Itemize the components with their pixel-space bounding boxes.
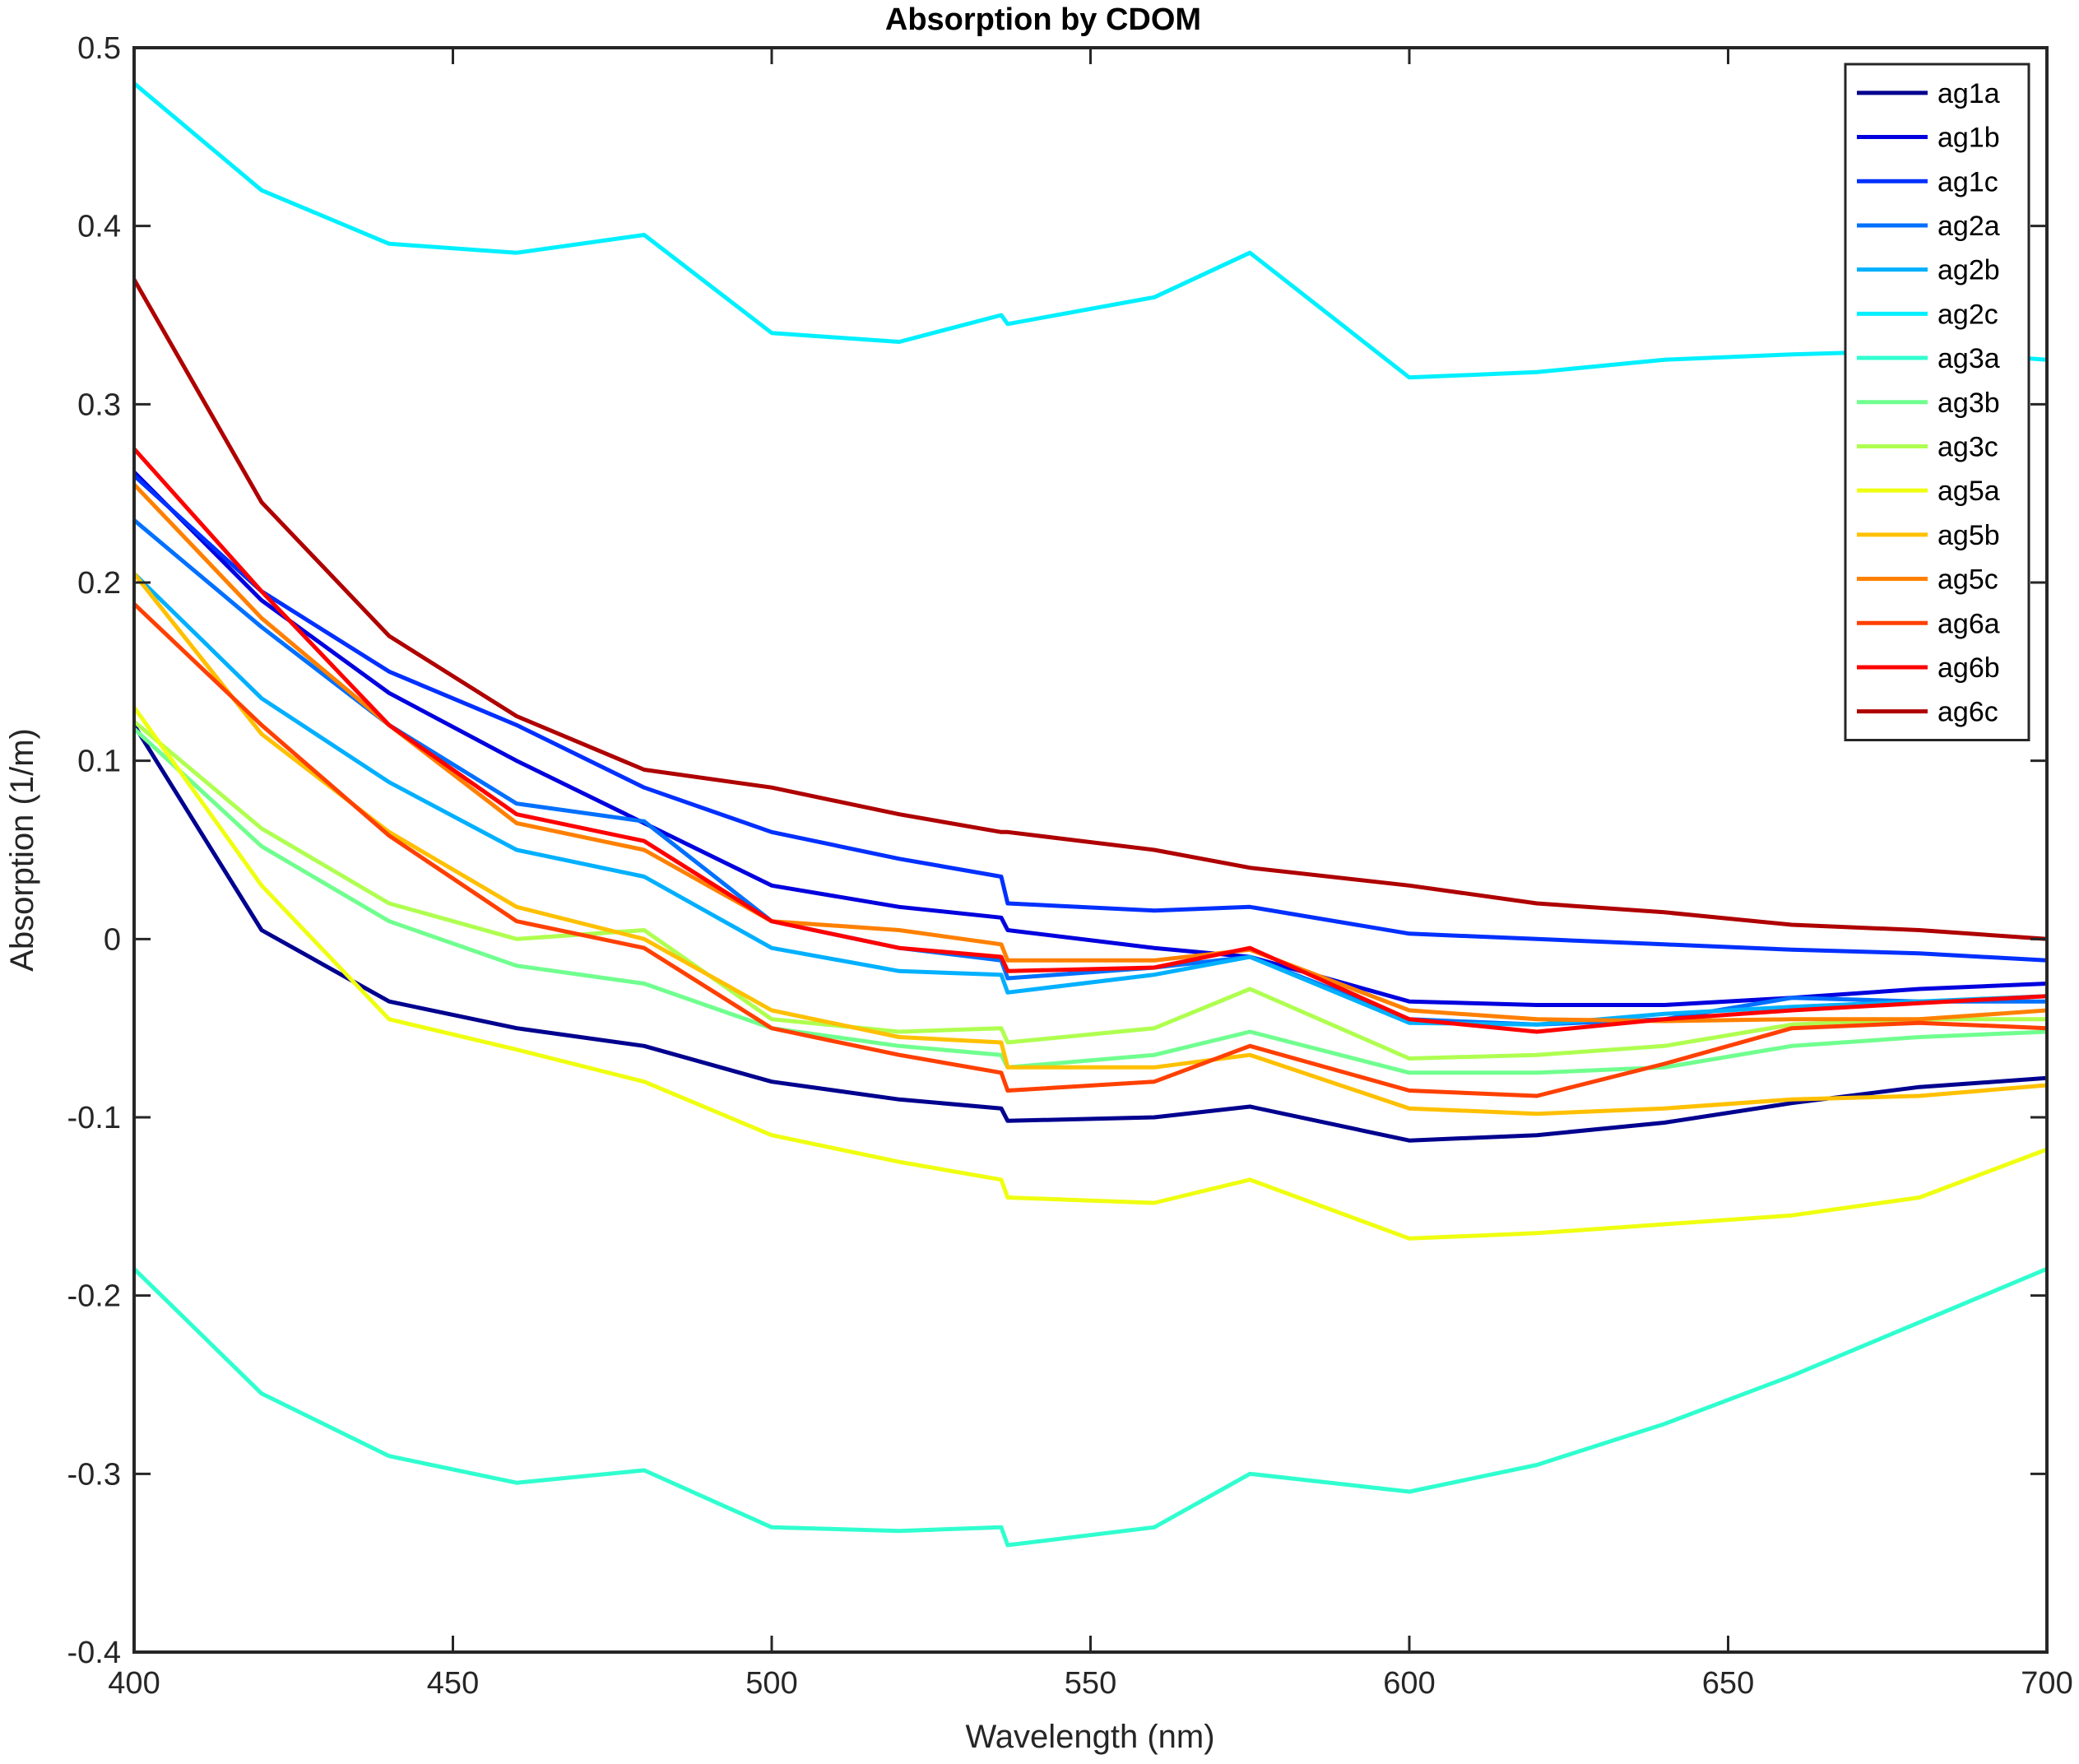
y-tick-label: 0.2: [77, 566, 121, 601]
legend-label-ag5a: ag5a: [1937, 476, 2000, 507]
series-line-ag6b: [132, 447, 2048, 1034]
legend-label-ag3b: ag3b: [1937, 388, 2000, 419]
legend-label-ag1b: ag1b: [1937, 123, 2000, 154]
x-tick-label: 550: [1065, 1666, 1116, 1701]
series-line-ag1a: [132, 723, 2048, 1143]
legend-label-ag2b: ag2b: [1937, 255, 2000, 286]
y-axis-ticks: -0.4 -0.3 -0.2 -0.1 0 0.1 0.2 0.3 0.4 0.5: [67, 31, 2047, 1670]
series-line-ag3a: [132, 1266, 2048, 1548]
y-tick-label: -0.4: [67, 1636, 121, 1670]
x-tick-label: 400: [108, 1666, 160, 1701]
legend-label-ag5c: ag5c: [1937, 564, 1998, 596]
x-axis-label: Wavelength (nm): [965, 1719, 1214, 1755]
legend-label-ag1c: ag1c: [1937, 166, 1998, 197]
y-tick-label: 0.3: [77, 388, 121, 422]
x-tick-label: 600: [1383, 1666, 1435, 1701]
legend-label-ag6c: ag6c: [1937, 697, 1998, 728]
x-axis-ticks: 400 450 500 550 600 650 700: [108, 48, 2073, 1701]
series-line-ag6c: [132, 278, 2048, 941]
series-line-ag5c: [132, 483, 2048, 1024]
series-line-ag2b: [132, 572, 2048, 1027]
legend-label-ag2a: ag2a: [1937, 211, 2000, 242]
plot-lines: [132, 81, 2048, 1548]
x-tick-label: 650: [1702, 1666, 1754, 1701]
y-tick-label: -0.3: [67, 1457, 121, 1492]
series-line-ag2c: [132, 81, 2048, 380]
legend-label-ag1a: ag1a: [1937, 78, 2000, 109]
x-tick-label: 500: [745, 1666, 797, 1701]
y-axis-label: Absorption (1/m): [4, 728, 40, 972]
chart-title: Absorption by CDOM: [885, 2, 1201, 37]
legend-label-ag2c: ag2c: [1937, 299, 1998, 330]
y-tick-label: -0.2: [67, 1279, 121, 1314]
x-tick-label: 450: [427, 1666, 479, 1701]
x-tick-label: 700: [2021, 1666, 2072, 1701]
series-line-ag1c: [132, 474, 2048, 963]
series-line-ag5b: [132, 572, 2048, 1116]
y-tick-label: 0: [104, 922, 121, 957]
legend-label-ag3a: ag3a: [1937, 343, 2000, 374]
series-line-ag3c: [132, 720, 2047, 1061]
y-tick-label: 0.5: [77, 31, 121, 66]
legend-label-ag3c: ag3c: [1937, 431, 1998, 462]
y-tick-label: 0.1: [77, 745, 121, 779]
legend-label-ag6b: ag6b: [1937, 652, 2000, 684]
legend-label-ag5b: ag5b: [1937, 520, 2000, 551]
y-tick-label: 0.4: [77, 210, 121, 244]
series-line-ag5a: [132, 706, 2048, 1241]
legend-label-ag6a: ag6a: [1937, 608, 2000, 639]
series-line-ag1b: [132, 470, 2048, 1007]
legend: ag1a ag1b ag1c ag2a ag2b ag2c ag3a ag3b ag3c ag5a…: [1844, 63, 2030, 741]
y-tick-label: -0.1: [67, 1101, 121, 1135]
series-line-ag6a: [132, 602, 2048, 1098]
